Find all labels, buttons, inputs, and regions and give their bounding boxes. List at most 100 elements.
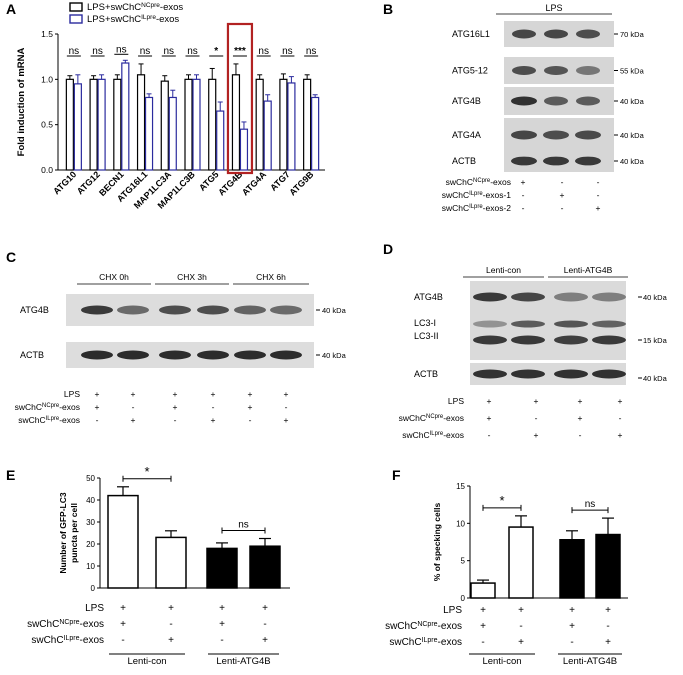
- legend-prefix: LPS+swChC: [87, 14, 141, 25]
- f-chart-t-row-label-prefix: swChC: [385, 621, 417, 632]
- panel-d-row-label-suffix: -exos: [443, 430, 464, 440]
- y-tick-label: 0.0: [41, 165, 53, 175]
- panel-d-sign: +: [534, 396, 539, 406]
- panel-c-row-label: LPS: [64, 389, 80, 399]
- panel-d-row-label-prefix: swChC: [399, 413, 426, 423]
- panel-c-letter: C: [6, 249, 16, 265]
- panel-d-sign: +: [618, 396, 623, 406]
- e-chart-t-sign: +: [219, 619, 225, 630]
- legend-sup: ILpre: [141, 14, 156, 21]
- blot-band: [544, 29, 568, 39]
- bar: [144, 96, 154, 171]
- chx-group-label: CHX 3h: [177, 272, 207, 282]
- y-tick-label: 0: [91, 584, 96, 593]
- f-chart-t-row-label-suffix: -exos: [438, 621, 462, 632]
- y-axis-label: puncta per cell: [69, 503, 79, 563]
- panel-b-row-label-prefix: swChC: [442, 190, 469, 200]
- bar: [255, 78, 264, 171]
- blot-band: [554, 335, 588, 345]
- f-chart-t-sign: -: [519, 621, 522, 632]
- panel-b-sign: -: [522, 190, 525, 200]
- bar: [97, 78, 106, 171]
- blot-band: [81, 305, 113, 315]
- e-chart-t-row-label-suffix: -exos: [80, 619, 104, 630]
- panel-d-sign: -: [579, 430, 582, 440]
- panel-b-row-label-sup: NCpre: [473, 178, 491, 184]
- bar: [216, 110, 225, 171]
- kda-label: 40 kDa: [322, 351, 347, 360]
- band-label: ATG4B: [20, 305, 49, 315]
- lenti-group-label: Lenti-ATG4B: [564, 265, 613, 275]
- bar: [168, 96, 177, 171]
- panel-d-sign: +: [578, 413, 583, 423]
- group-label: Lenti-con: [482, 656, 521, 667]
- bar: [239, 128, 249, 171]
- panel-d-row-label-prefix: LPS: [448, 396, 464, 406]
- f-chart-t-sign: +: [518, 605, 524, 616]
- panel-d-condition-table: LPS + + + +swChCNCpre-exos + - + -swChCILpre-exo…: [399, 396, 623, 440]
- band-label: ATG4B: [414, 292, 443, 302]
- blot-band: [473, 292, 507, 302]
- panel-b-western-blot: ATG16L1 70 kDa ATG5-12 55 kDa ATG4B 40 kDa ATG…: [452, 21, 645, 172]
- bar: [136, 74, 146, 171]
- blot-band: [473, 335, 507, 345]
- blot-band: [575, 130, 601, 140]
- e-chart-t-sign: +: [262, 603, 268, 614]
- f-chart-t-row-label-suffix: -exos: [438, 637, 462, 648]
- category-label: ATG10: [51, 169, 78, 196]
- e-chart-t-row-label-sup: ILpre: [64, 635, 80, 642]
- panel-c-sign: +: [248, 389, 253, 399]
- blot-band: [511, 156, 537, 166]
- significance-label: ***: [234, 46, 246, 57]
- bar: [192, 78, 201, 171]
- panel-d-sign: -: [488, 430, 491, 440]
- panel-b-sign: +: [560, 190, 565, 200]
- bar: [559, 539, 585, 599]
- panel-c-row-label-suffix: -exos: [59, 415, 80, 425]
- chx-group-label: CHX 6h: [256, 272, 286, 282]
- bar: [121, 62, 130, 171]
- e-chart-t-sign: +: [219, 603, 225, 614]
- panel-c-sign: +: [211, 389, 216, 399]
- panel-c-row-label: swChCILpre-exos: [18, 415, 80, 425]
- significance-label: ns: [92, 46, 103, 57]
- panel-b-row-label: swChCNCpre-exos: [446, 177, 511, 187]
- panel-c-sign: -: [285, 402, 288, 412]
- blot-band: [197, 350, 229, 360]
- band-label: ATG16L1: [452, 29, 490, 39]
- f-chart-t-row-label-prefix: swChC: [389, 637, 421, 648]
- f-chart-t-sign: +: [569, 621, 575, 632]
- bar: [508, 526, 534, 599]
- panel-c-sign: +: [173, 402, 178, 412]
- blot-band: [512, 66, 536, 75]
- y-tick-label: 10: [456, 519, 465, 528]
- panel-c-sign: -: [132, 402, 135, 412]
- panel-b-sign: +: [596, 203, 601, 213]
- blot-band: [512, 29, 536, 39]
- category-label: ATG9B: [287, 169, 316, 198]
- e-chart-t-row-label-prefix: swChC: [27, 619, 59, 630]
- blot-band: [270, 305, 302, 315]
- e-chart-t-row-label-prefix: LPS: [85, 603, 104, 614]
- atg4b-highlight-box: [226, 22, 254, 175]
- kda-label: 40 kDa: [643, 374, 668, 383]
- significance-label: ns: [187, 46, 198, 57]
- y-tick-label: 1.0: [41, 74, 53, 84]
- panel-b-sign: -: [597, 190, 600, 200]
- legend-sup: NCpre: [141, 2, 160, 9]
- kda-label: 40 kDa: [643, 293, 668, 302]
- y-tick-label: 1.5: [41, 29, 53, 39]
- y-tick-label: 0: [461, 594, 466, 603]
- panel-b-sign: -: [597, 177, 600, 187]
- panel-d-row-label-sup: NCpre: [426, 414, 444, 420]
- kda-label: 15 kDa: [643, 336, 668, 345]
- significance-label: *: [499, 493, 504, 508]
- bar: [73, 83, 82, 171]
- f-chart-t-sign: +: [480, 605, 486, 616]
- f-chart-t-sign: +: [569, 605, 575, 616]
- e-chart-t-row-label: swChCILpre-exos: [31, 635, 104, 646]
- panel-c-sign: +: [248, 402, 253, 412]
- panel-d-western-blot: Lenti-con Lenti-ATG4B ATG4B 40 kDa LC3-I LC3-…: [414, 265, 668, 385]
- significance-label: *: [144, 464, 149, 479]
